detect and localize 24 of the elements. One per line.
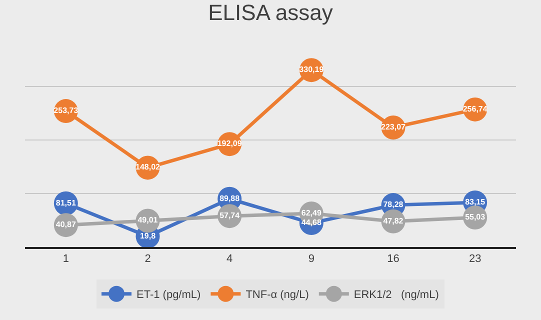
data-label: 89,88: [220, 194, 240, 203]
x-tick-label: 1: [62, 252, 69, 265]
data-label: 49,01: [138, 216, 158, 225]
legend-label: ERK1/2 (ng/mL): [354, 289, 439, 302]
data-label: 55,03: [465, 212, 486, 222]
data-label: 57,74: [220, 211, 240, 220]
x-tick-label: 2: [144, 252, 151, 265]
x-tick-label: 16: [387, 252, 400, 265]
x-tick-label: 23: [468, 252, 482, 265]
data-label: 78,28: [383, 200, 404, 210]
chart-title: ELISA assay: [208, 0, 333, 26]
data-label: 62,49: [301, 208, 322, 218]
data-label: 223,07: [381, 122, 406, 132]
data-label: 148,02: [136, 162, 161, 172]
x-tick-label: 9: [308, 252, 314, 265]
x-tick-label: 4: [226, 252, 233, 265]
legend-label: ET-1 (pg/mL): [136, 289, 201, 302]
data-label: 19,8: [140, 231, 156, 240]
data-label: 192,09: [217, 139, 242, 148]
data-label: 81,51: [56, 198, 76, 208]
data-label: 47,82: [383, 216, 404, 226]
legend-label: TNF-α (ng/L): [246, 289, 309, 302]
data-label: 40,87: [56, 220, 76, 230]
data-label: 83,15: [465, 197, 486, 206]
